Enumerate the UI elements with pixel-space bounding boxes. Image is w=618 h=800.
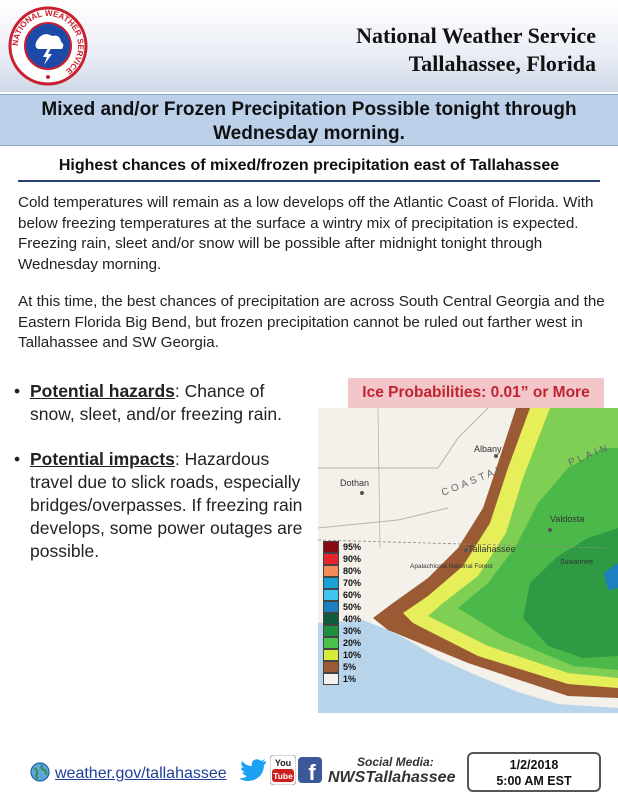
divider [18, 180, 600, 182]
legend-row: 95% [323, 541, 371, 553]
legend-label: 60% [343, 590, 362, 600]
legend-swatch [323, 673, 339, 685]
headline-banner: Mixed and/or Frozen Precipitation Possib… [0, 94, 618, 146]
bullet-text: : Chance of snow, sleet, and/or freezing… [30, 381, 282, 424]
legend-row: 60% [323, 589, 371, 601]
youtube-icon[interactable]: You Tube [270, 755, 296, 785]
legend-swatch [323, 565, 339, 577]
website-link[interactable]: weather.gov/tallahassee [55, 765, 227, 782]
map-label-suwannee: Suwannee [560, 559, 593, 566]
paragraph-2: At this time, the best chances of precip… [18, 293, 605, 351]
bullet-label: Potential hazards [30, 381, 175, 401]
legend-label: 10% [343, 650, 362, 660]
legend-swatch [323, 649, 339, 661]
map-label-tallahassee: Tallahassee [468, 544, 516, 554]
legend-label: 50% [343, 602, 362, 612]
legend-row: 10% [323, 649, 371, 661]
bullet-impacts: • Potential impacts: Hazardous travel due… [14, 448, 304, 563]
legend-row: 80% [323, 565, 371, 577]
ice-probability-map: Albany Dothan Valdosta Tallahassee Suwan… [318, 408, 618, 713]
issued-datetime-box: 1/2/2018 5:00 AM EST [467, 752, 601, 792]
issued-date: 1/2/2018 [509, 758, 559, 772]
legend-swatch [323, 613, 339, 625]
facebook-icon-letter: f [308, 760, 316, 783]
bullet-hazards: • Potential hazards: Chance of snow, slee… [14, 380, 304, 426]
legend-swatch [323, 577, 339, 589]
legend-label: 40% [343, 614, 362, 624]
legend-row: 1% [323, 673, 371, 685]
bullet-label: Potential impacts [30, 449, 175, 469]
bullet-list: • Potential hazards: Chance of snow, slee… [14, 380, 304, 585]
map-label-dothan: Dothan [340, 478, 369, 488]
issued-time: 5:00 AM EST [496, 774, 572, 788]
legend-label: 90% [343, 554, 362, 564]
nws-logo: NATIONAL WEATHER SERVICE [8, 6, 88, 86]
legend-swatch [323, 589, 339, 601]
bullet-text: : Hazardous travel due to slick roads, e… [30, 449, 303, 561]
legend-row: 70% [323, 577, 371, 589]
subheading: Highest chances of mixed/frozen precipit… [58, 157, 560, 174]
headline-line-2: Wednesday morning. [213, 123, 405, 144]
legend-row: 40% [323, 613, 371, 625]
map-legend: 95% 90% 80% 70% 60% 50% 40% 30% 20% 10% 5% 1% [323, 541, 371, 685]
legend-swatch [323, 601, 339, 613]
legend-swatch [323, 625, 339, 637]
legend-swatch [323, 637, 339, 649]
legend-label: 30% [343, 626, 362, 636]
headline-line-1: Mixed and/or Frozen Precipitation Possib… [41, 99, 577, 120]
legend-row: 5% [323, 661, 371, 673]
social-handle[interactable]: NWSTallahassee [328, 769, 456, 786]
bullet-dot: • [14, 449, 21, 469]
map-title: Ice Probabilities: 0.01” or More [348, 378, 604, 408]
legend-label: 80% [343, 566, 362, 576]
twitter-icon[interactable] [240, 758, 268, 782]
facebook-icon[interactable]: f [298, 757, 322, 783]
legend-label: 70% [343, 578, 362, 588]
social-media-label: Social Media: [357, 755, 434, 769]
legend-row: 20% [323, 637, 371, 649]
header-bar: NATIONAL WEATHER SERVICE National Weathe… [0, 0, 618, 92]
office-title: National Weather Service Tallahassee, Fl… [356, 22, 596, 78]
legend-label: 5% [343, 662, 357, 672]
legend-label: 1% [343, 674, 357, 684]
legend-swatch [323, 541, 339, 553]
office-line-1: National Weather Service [356, 23, 596, 48]
map-label-forest: Apalachicola National Forest [410, 563, 493, 570]
bullet-dot: • [14, 381, 21, 401]
legend-row: 30% [323, 625, 371, 637]
youtube-icon-text-you: You [275, 758, 291, 768]
legend-swatch [323, 553, 339, 565]
legend-label: 95% [343, 542, 362, 552]
legend-label: 20% [343, 638, 362, 648]
legend-swatch [323, 661, 339, 673]
legend-row: 50% [323, 601, 371, 613]
office-line-2: Tallahassee, Florida [408, 51, 596, 76]
globe-icon [30, 762, 50, 782]
map-label-valdosta: Valdosta [550, 514, 584, 524]
youtube-icon-text-tube: Tube [273, 771, 293, 781]
legend-row: 90% [323, 553, 371, 565]
paragraph-1: Cold temperatures will remain as a low d… [18, 194, 594, 273]
map-label-albany: Albany [474, 444, 502, 454]
